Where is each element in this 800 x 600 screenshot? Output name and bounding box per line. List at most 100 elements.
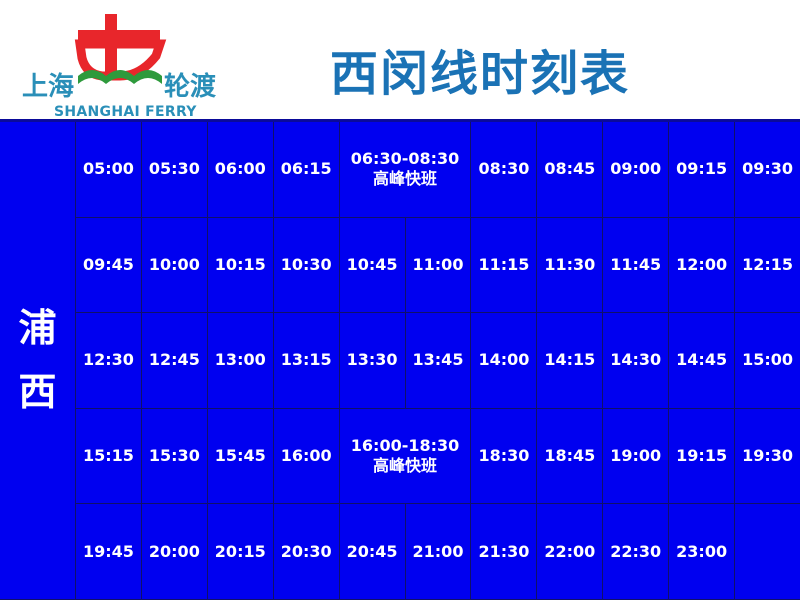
departure-time: 10:30 xyxy=(280,254,332,274)
departure-time: 12:30 xyxy=(82,350,134,370)
departure-time-cell: 05:30 xyxy=(140,122,207,218)
departure-time-cell: 16:00 xyxy=(272,408,339,505)
departure-time-cell: 20:15 xyxy=(206,504,273,600)
timetable: 浦 西 05:00 05:30 06:00 06:15 06:30-08:30 高峰快班 0… xyxy=(0,119,800,600)
logo-text-shanghai: 上海 xyxy=(22,72,75,102)
side-label-puxi: 浦 西 xyxy=(0,122,75,600)
departure-time-cell: 05:00 xyxy=(75,122,141,218)
departure-time-cell: 13:00 xyxy=(206,313,273,409)
side-label-char: 浦 xyxy=(18,306,57,351)
departure-time-cell: 13:15 xyxy=(272,313,339,409)
departure-time-cell: 19:45 xyxy=(75,504,141,600)
departure-time: 12:15 xyxy=(742,254,793,274)
departure-time-cell: 12:30 xyxy=(75,313,141,409)
departure-time-cell: 12:15 xyxy=(734,217,800,314)
departure-time-cell: 06:00 xyxy=(206,122,273,218)
departure-time-cell: 11:30 xyxy=(536,217,603,314)
departure-time: 08:45 xyxy=(544,159,596,179)
departure-time: 19:30 xyxy=(742,446,793,466)
departure-time: 15:15 xyxy=(82,446,134,466)
departure-time-cell: 08:30 xyxy=(470,122,537,218)
departure-time-cell: 15:15 xyxy=(75,408,141,505)
departure-time-cell: 12:45 xyxy=(140,313,207,409)
departure-time: 06:30-08:30 xyxy=(350,149,460,169)
departure-time: 14:30 xyxy=(610,350,662,370)
departure-time-cell: 14:00 xyxy=(470,313,537,409)
logo-text-english: SHANGHAI FERRY xyxy=(54,104,197,120)
side-label-char: 西 xyxy=(18,370,57,415)
departure-time-cell: 11:15 xyxy=(470,217,537,314)
peak-express-cell: 16:00-18:30 高峰快班 xyxy=(338,408,471,505)
departure-time: 10:15 xyxy=(214,254,266,274)
departure-time-cell: 13:30 xyxy=(338,313,405,409)
departure-time: 11:30 xyxy=(544,254,596,274)
departure-time: 10:45 xyxy=(346,254,398,274)
departure-time-cell: 15:45 xyxy=(206,408,273,505)
departure-time-cell: 10:00 xyxy=(140,217,207,314)
departure-time: 10:00 xyxy=(148,254,200,274)
departure-time-cell: 06:15 xyxy=(272,122,339,218)
departure-time: 19:45 xyxy=(82,541,134,561)
departure-time-cell: 10:45 xyxy=(338,217,405,314)
departure-time: 13:15 xyxy=(280,350,332,370)
departure-time-cell: 22:30 xyxy=(602,504,669,600)
departure-time: 20:15 xyxy=(214,541,266,561)
departure-time: 05:00 xyxy=(82,159,134,179)
departure-time-cell: 11:45 xyxy=(602,217,669,314)
departure-time: 21:00 xyxy=(412,541,464,561)
departure-time: 09:30 xyxy=(742,159,793,179)
page-title: 西闵线时刻表 xyxy=(329,46,630,102)
departure-time-cell: 14:30 xyxy=(602,313,669,409)
departure-time-cell: 20:45 xyxy=(338,504,405,600)
peak-express-label: 高峰快班 xyxy=(373,169,438,189)
departure-time: 14:15 xyxy=(544,350,596,370)
departure-time: 18:45 xyxy=(544,446,596,466)
departure-time: 19:15 xyxy=(676,446,728,466)
departure-time: 09:00 xyxy=(610,159,662,179)
departure-time: 13:00 xyxy=(214,350,266,370)
departure-time: 15:45 xyxy=(214,446,266,466)
departure-time-cell: 21:00 xyxy=(404,504,471,600)
departure-time: 12:00 xyxy=(676,254,728,274)
departure-time: 20:45 xyxy=(346,541,398,561)
departure-time: 18:30 xyxy=(478,446,530,466)
departure-time: 05:30 xyxy=(148,159,200,179)
departure-time-cell: 12:00 xyxy=(668,217,735,314)
departure-time: 09:45 xyxy=(82,254,134,274)
departure-time-cell: 09:30 xyxy=(734,122,800,218)
departure-time: 13:45 xyxy=(412,350,464,370)
departure-time-cell: 22:00 xyxy=(536,504,603,600)
departure-time-cell: 20:00 xyxy=(140,504,207,600)
departure-time: 23:00 xyxy=(676,541,728,561)
departure-time: 22:30 xyxy=(610,541,662,561)
departure-time: 16:00 xyxy=(280,446,332,466)
departure-time-cell: 08:45 xyxy=(536,122,603,218)
departure-time: 14:45 xyxy=(676,350,728,370)
departure-time-cell: 10:30 xyxy=(272,217,339,314)
peak-express-cell: 06:30-08:30 高峰快班 xyxy=(338,122,471,218)
departure-time-cell: 18:45 xyxy=(536,408,603,505)
departure-time: 06:15 xyxy=(280,159,332,179)
departure-time-cell: 15:30 xyxy=(140,408,207,505)
header: 上海 轮渡 SHANGHAI FERRY 西闵线时刻表 xyxy=(0,0,800,120)
ferry-emblem-icon xyxy=(74,14,167,84)
departure-time-cell: 10:15 xyxy=(206,217,273,314)
departure-time-cell: 21:30 xyxy=(470,504,537,600)
departure-time: 11:15 xyxy=(478,254,530,274)
departure-time-cell: 19:15 xyxy=(668,408,735,505)
logo-text-ferry: 轮渡 xyxy=(164,72,217,102)
departure-time: 06:00 xyxy=(214,159,266,179)
departure-time: 20:30 xyxy=(280,541,332,561)
departure-time: 15:30 xyxy=(148,446,200,466)
departure-time: 22:00 xyxy=(544,541,596,561)
departure-time-cell: 09:45 xyxy=(75,217,141,314)
departure-time-cell: 19:00 xyxy=(602,408,669,505)
departure-time: 09:15 xyxy=(676,159,728,179)
peak-express-label: 高峰快班 xyxy=(373,456,438,476)
departure-time: 13:30 xyxy=(346,350,398,370)
departure-time: 12:45 xyxy=(148,350,200,370)
departure-time-cell: 18:30 xyxy=(470,408,537,505)
departure-time-cell: 14:15 xyxy=(536,313,603,409)
departure-time-cell: 20:30 xyxy=(272,504,339,600)
departure-time: 16:00-18:30 xyxy=(350,436,460,456)
